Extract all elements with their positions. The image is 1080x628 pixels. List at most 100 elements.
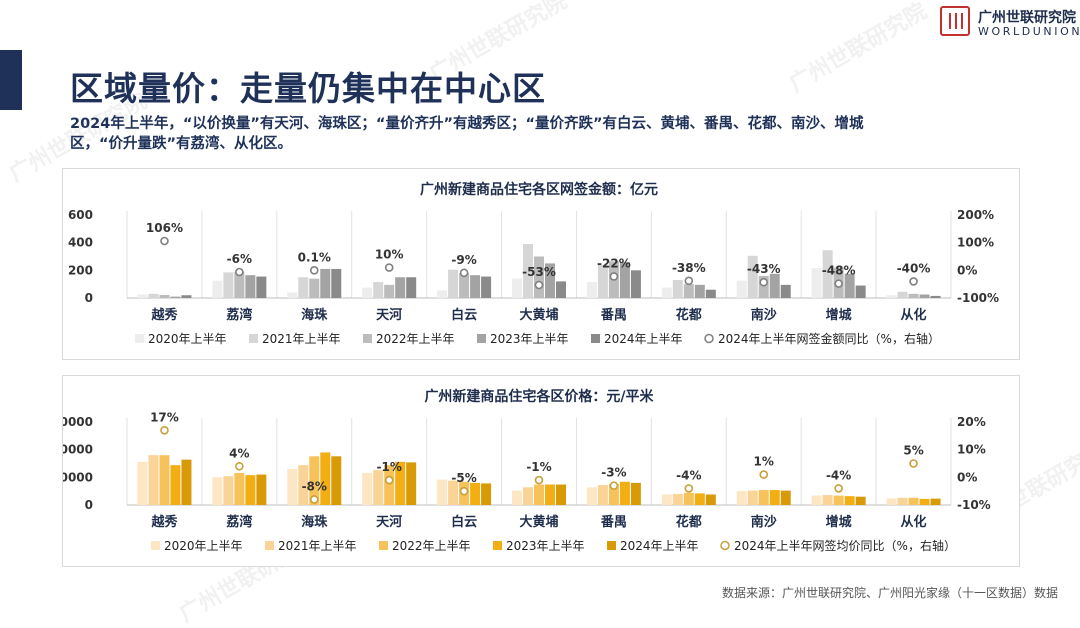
legend-label: 2023年上半年 [506, 539, 585, 553]
bar-3 [309, 456, 320, 505]
legend-label: 2022年上半年 [376, 332, 455, 346]
category-label: 番禺 [600, 307, 627, 323]
yoy-marker [235, 267, 244, 277]
category-label: 花都 [676, 514, 702, 530]
logo-cn-text: 广州世联研究院 [978, 10, 1076, 26]
category-label: 增城 [826, 307, 852, 323]
legend-label: 2023年上半年 [490, 332, 569, 346]
category-label: 海珠 [301, 514, 328, 530]
category-label: 南沙 [751, 307, 777, 323]
yoy-marker [309, 495, 319, 504]
category-label: 白云 [451, 307, 477, 323]
bar-1 [886, 295, 897, 298]
bar-4 [769, 490, 780, 505]
bar-4 [320, 268, 331, 298]
bar-4 [170, 465, 181, 505]
worldunion-logo: 广州世联研究院 WORLDUNION [940, 4, 1080, 40]
logo-en-text: WORLDUNION [978, 25, 1080, 38]
bar-2 [373, 470, 384, 505]
bar-4 [245, 475, 256, 505]
legend-label: 2020年上半年 [148, 332, 227, 346]
bar-1 [437, 479, 448, 505]
page-subtitle: 2024年上半年，“以价换量”有天河、海珠区；“量价齐升”有越秀区；“量价齐跌”… [70, 116, 864, 152]
yoy-data-label: 17% [150, 410, 179, 424]
category-label: 增城 [826, 514, 852, 530]
bar-3 [459, 273, 470, 298]
yoy-marker [684, 484, 694, 493]
bar-5 [406, 277, 417, 298]
category-label: 天河 [376, 514, 402, 530]
bar-4 [470, 275, 481, 298]
yoy-data-label: -40% [897, 261, 931, 275]
bar-2 [747, 490, 758, 505]
bar-5 [855, 496, 866, 505]
yoy-data-label: -4% [826, 468, 851, 482]
bar-5 [556, 281, 566, 298]
bar-3 [908, 497, 919, 505]
legend-label: 2024年上半年 [604, 332, 683, 346]
legend-label: 2024年上半年网签均价同比（%，右轴） [734, 538, 956, 553]
y-tick-label: 150000 [63, 415, 93, 429]
bar-3 [758, 275, 769, 298]
yoy-data-label: -1% [377, 460, 402, 474]
bar-5 [481, 276, 492, 298]
yoy-marker [384, 263, 394, 272]
bar-3 [683, 284, 694, 298]
bar-5 [630, 482, 641, 505]
y-tick-label: 400 [68, 236, 93, 250]
price-chart: 广州新建商品住宅各区价格：元/平米 0 50000 100000 150000 -10% 0… [63, 388, 991, 553]
y-tick-label: 100000 [63, 443, 93, 457]
bar-2 [223, 272, 234, 298]
category-label: 白云 [451, 514, 477, 530]
legend-marker [704, 333, 714, 344]
bar-5 [481, 483, 492, 505]
yoy-data-label: 4% [229, 446, 249, 460]
bar-5 [930, 498, 941, 505]
bar-3 [309, 278, 320, 298]
data-source: 数据来源：广州世联研究院、广州阳光家缘（十一区数据）数据 [721, 586, 1058, 600]
y-tick-label: 600 [68, 208, 93, 222]
yoy-data-label: -1% [526, 460, 551, 474]
y-tick-label: 50000 [63, 470, 93, 484]
legend-swatch [151, 541, 160, 550]
bar-4 [470, 482, 481, 505]
yoy-marker [309, 266, 319, 275]
y-tick-label: 200 [68, 263, 93, 277]
bar-1 [287, 292, 298, 298]
category-label: 南沙 [751, 514, 777, 530]
legend-marker [720, 540, 730, 551]
yoy-data-label: 10% [375, 248, 404, 262]
yoy-data-label: -38% [672, 261, 706, 275]
bar-2 [523, 244, 533, 298]
y2-tick-label: 20% [957, 415, 986, 429]
bar-2 [672, 493, 683, 505]
bar-5 [331, 456, 342, 505]
y2-tick-label: 10% [957, 443, 986, 457]
yoy-data-label: -43% [747, 262, 781, 276]
bar-5 [181, 295, 192, 298]
bar-2 [822, 495, 833, 505]
bar-1 [586, 487, 597, 505]
bar-1 [362, 287, 373, 298]
bar-3 [159, 455, 170, 505]
bar-3 [234, 271, 245, 298]
legend-swatch [363, 334, 372, 343]
legend-label: 2024年上半年网签金额同比（%，右轴） [718, 331, 940, 346]
bar-1 [886, 498, 897, 505]
bar-5 [780, 490, 791, 505]
bar-5 [331, 268, 342, 298]
bar-5 [780, 284, 791, 298]
bar-4 [694, 493, 705, 505]
bar-1 [512, 490, 522, 505]
yoy-data-label: -3% [601, 466, 626, 480]
bar-5 [406, 462, 417, 505]
bar-5 [930, 295, 941, 298]
legend-swatch [493, 541, 502, 550]
bar-2 [897, 291, 908, 298]
yoy-data-label: 1% [754, 455, 774, 469]
bar-2 [523, 487, 533, 505]
legend-swatch [249, 334, 258, 343]
bar-4 [320, 452, 331, 505]
legend-swatch [135, 334, 144, 343]
yoy-marker [459, 486, 469, 496]
